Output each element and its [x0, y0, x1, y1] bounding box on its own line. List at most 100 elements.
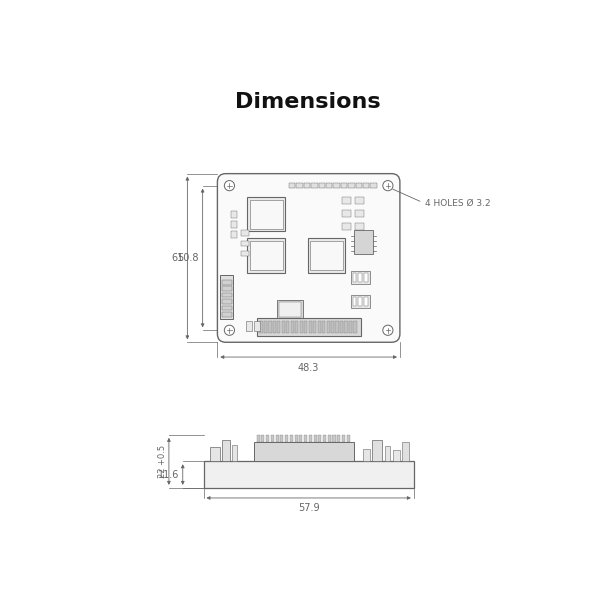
Bar	[257, 435, 260, 442]
Bar	[364, 296, 368, 306]
Bar	[232, 445, 237, 461]
Bar	[241, 251, 249, 256]
Bar	[352, 295, 370, 308]
Bar	[221, 312, 232, 317]
Bar	[358, 272, 362, 282]
Bar	[222, 440, 230, 461]
Text: 11.6: 11.6	[158, 470, 179, 479]
Text: 4 HOLES Ø 3.2: 4 HOLES Ø 3.2	[393, 189, 491, 208]
Bar	[289, 183, 295, 188]
Bar	[304, 183, 310, 188]
Bar	[342, 209, 352, 217]
Bar	[342, 435, 345, 442]
Text: 48.3: 48.3	[298, 362, 319, 373]
Bar	[328, 435, 331, 442]
Bar	[266, 435, 269, 442]
Bar	[355, 209, 364, 217]
Bar	[311, 183, 317, 188]
Bar	[323, 435, 326, 442]
Bar	[358, 296, 362, 306]
Text: 50.8: 50.8	[178, 253, 199, 263]
FancyBboxPatch shape	[217, 173, 400, 342]
Bar	[356, 183, 362, 188]
Bar	[286, 320, 289, 334]
Bar	[277, 300, 303, 319]
Bar	[308, 320, 312, 334]
Circle shape	[224, 325, 235, 335]
Bar	[231, 221, 237, 227]
Bar	[304, 320, 307, 334]
Bar	[231, 211, 237, 218]
Bar	[341, 183, 347, 188]
Bar	[203, 461, 414, 488]
Text: 61: 61	[172, 253, 184, 263]
Bar	[271, 435, 274, 442]
Bar	[331, 320, 334, 334]
Bar	[349, 320, 352, 334]
Bar	[291, 320, 294, 334]
Bar	[363, 449, 370, 461]
Bar	[334, 183, 340, 188]
Bar	[273, 320, 276, 334]
Bar	[363, 183, 370, 188]
Bar	[211, 447, 220, 461]
Circle shape	[224, 181, 235, 191]
Bar	[353, 320, 356, 334]
Bar	[295, 320, 298, 334]
Bar	[304, 435, 307, 442]
Text: 57.9: 57.9	[298, 503, 319, 512]
Bar	[313, 320, 316, 334]
Bar	[262, 435, 265, 442]
Bar	[247, 197, 286, 232]
Bar	[319, 183, 325, 188]
Bar	[257, 318, 361, 336]
Bar	[354, 230, 373, 254]
Bar	[402, 442, 409, 461]
Text: 22 +0.5: 22 +0.5	[158, 445, 167, 478]
Bar	[326, 183, 332, 188]
Bar	[250, 241, 283, 270]
Bar	[372, 440, 382, 461]
Bar	[308, 238, 346, 273]
Bar	[268, 320, 272, 334]
Bar	[220, 275, 233, 319]
Bar	[259, 320, 263, 334]
Bar	[275, 435, 279, 442]
Bar	[290, 435, 293, 442]
Bar	[296, 183, 303, 188]
Bar	[355, 223, 364, 230]
Bar	[247, 238, 286, 273]
Bar	[370, 183, 377, 188]
Bar	[340, 320, 343, 334]
Bar	[221, 280, 232, 284]
Bar	[326, 320, 329, 334]
Bar	[221, 293, 232, 298]
Bar	[393, 450, 400, 461]
Bar	[280, 302, 301, 317]
Bar	[221, 286, 232, 291]
Bar	[285, 435, 288, 442]
Bar	[344, 320, 347, 334]
Bar	[299, 435, 302, 442]
Bar	[335, 320, 338, 334]
Bar	[353, 296, 356, 306]
Bar	[337, 435, 340, 442]
Circle shape	[383, 325, 393, 335]
Text: Dimensions: Dimensions	[235, 92, 380, 112]
Bar	[221, 306, 232, 310]
Bar	[355, 197, 364, 203]
Bar	[332, 435, 335, 442]
Bar	[280, 435, 283, 442]
Bar	[317, 320, 321, 334]
Bar	[300, 320, 303, 334]
Bar	[277, 320, 280, 334]
Bar	[353, 272, 356, 282]
Circle shape	[383, 181, 393, 191]
Bar	[241, 241, 249, 246]
Bar	[342, 197, 352, 203]
Bar	[309, 435, 312, 442]
Bar	[231, 231, 237, 238]
Bar	[241, 230, 249, 236]
Bar	[250, 200, 283, 229]
Bar	[322, 320, 325, 334]
